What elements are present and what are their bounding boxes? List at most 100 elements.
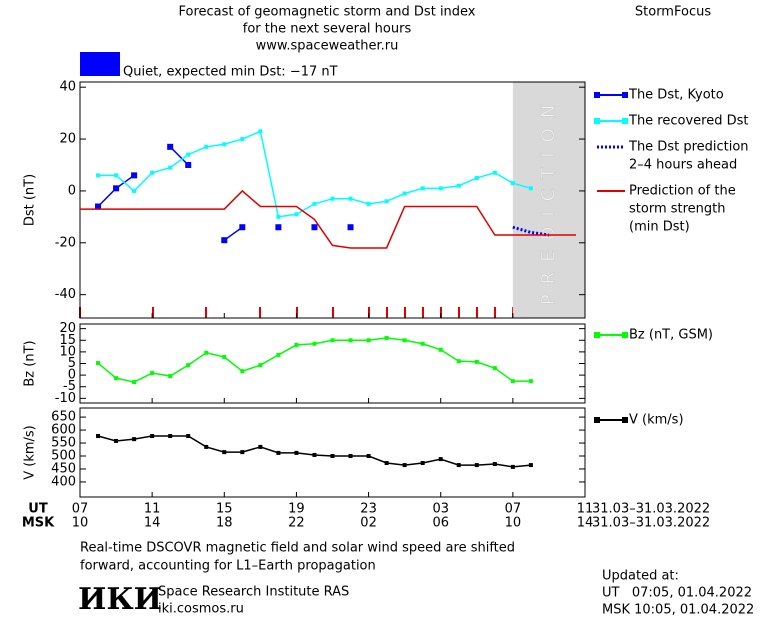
series-line (169, 146, 189, 166)
y-tick-label: -10 (55, 391, 76, 406)
legend-marker (594, 92, 600, 98)
data-point (186, 363, 191, 368)
data-point (402, 463, 407, 468)
data-point (528, 463, 533, 468)
legend-marker (622, 118, 628, 124)
data-point (492, 366, 497, 371)
data-point (240, 369, 245, 374)
data-point (402, 338, 407, 343)
data-point (420, 461, 425, 466)
status: Quiet, expected min Dst: −17 nT (123, 65, 338, 80)
legend-marker (594, 118, 600, 124)
data-point (420, 186, 425, 191)
x-tick-label: 07 (505, 502, 522, 517)
data-point (402, 191, 407, 196)
updated-label: Updated at: (602, 569, 679, 584)
x-tick-label: 03 (432, 502, 449, 517)
title-line: www.spaceweather.ru (256, 39, 399, 54)
updated-ut: UT 07:05, 01.04.2022 (602, 586, 752, 601)
data-point (438, 186, 443, 191)
data-point (114, 438, 119, 443)
data-point (510, 464, 515, 469)
brand: StormFocus (635, 5, 711, 20)
data-point (186, 152, 191, 157)
data-point (168, 374, 173, 379)
panel-frame (79, 323, 586, 404)
data-point (492, 462, 497, 467)
status-swatch (80, 52, 120, 76)
y-tick-label: 15 (59, 333, 76, 348)
data-point (150, 371, 155, 376)
data-point (168, 434, 173, 439)
data-point (384, 199, 389, 204)
data-point (204, 350, 209, 355)
data-point (240, 137, 245, 142)
y-tick-label: 5 (68, 356, 76, 371)
legend-marker (622, 92, 628, 98)
legend-marker (622, 417, 628, 423)
y-tick-label: 0 (68, 368, 76, 383)
panel-frame (79, 407, 586, 498)
y-tick-label: 600 (51, 423, 76, 438)
data-point (474, 175, 479, 180)
y-tick-label: 40 (59, 80, 76, 95)
title-line: for the next several hours (243, 22, 412, 37)
data-point (311, 224, 318, 231)
panel-frame (79, 81, 586, 319)
series-line (80, 189, 576, 249)
msk-label: MSK (22, 516, 55, 531)
prediction-label: PREDICTION (538, 95, 559, 305)
x-tick-label: 11 (144, 502, 161, 517)
y-axis-label: Bz (nT) (23, 340, 38, 386)
legend-label: Bz (nT, GSM) (629, 328, 713, 343)
data-point (456, 463, 461, 468)
data-point (114, 376, 119, 381)
legend-marker (622, 332, 628, 338)
x-tick-label: 11 (577, 502, 594, 517)
data-point (275, 224, 282, 231)
data-point (438, 457, 443, 462)
y-tick-label: -5 (63, 379, 76, 394)
x-tick-label: 14 (144, 516, 161, 531)
data-point (366, 201, 371, 206)
x-tick-label: 10 (505, 516, 522, 531)
title-line: Forecast of geomagnetic storm and Dst in… (178, 5, 475, 20)
data-point (222, 354, 227, 359)
legend-label: (min Dst) (629, 220, 690, 235)
y-tick-label: 500 (51, 449, 76, 464)
legend-label: Prediction of the (629, 184, 736, 199)
data-point (294, 450, 299, 455)
x-tick-label: 06 (432, 516, 449, 531)
data-point (294, 342, 299, 347)
x-tick-label: 10 (72, 516, 89, 531)
data-point (150, 170, 155, 175)
legend-label: V (km/s) (629, 413, 684, 428)
data-point (366, 454, 371, 459)
ut-range: 31.03–31.03.2022 (592, 502, 710, 517)
data-point (420, 341, 425, 346)
footer-note: forward, accounting for L1–Earth propaga… (80, 559, 376, 574)
data-point (348, 338, 353, 343)
data-point (240, 450, 245, 455)
series-line (97, 435, 531, 468)
data-point (204, 144, 209, 149)
data-point (492, 170, 497, 175)
data-point (330, 454, 335, 459)
x-tick-label: 02 (360, 516, 377, 531)
data-point (204, 444, 209, 449)
x-tick-label: 23 (360, 502, 377, 517)
legend-label: The recovered Dst (628, 114, 748, 129)
x-tick-label: 18 (216, 516, 233, 531)
x-tick-label: 22 (288, 516, 305, 531)
data-point (96, 173, 101, 178)
data-point (258, 363, 263, 368)
storm-markers (79, 307, 514, 318)
y-tick-label: 550 (51, 436, 76, 451)
footer-note: Real-time DSCOVR magnetic field and sola… (80, 541, 515, 556)
data-point (347, 224, 354, 231)
data-point (132, 188, 137, 193)
institute: Space Research Institute RAS (158, 585, 349, 600)
ut-label: UT (28, 502, 48, 517)
data-point (222, 450, 227, 455)
